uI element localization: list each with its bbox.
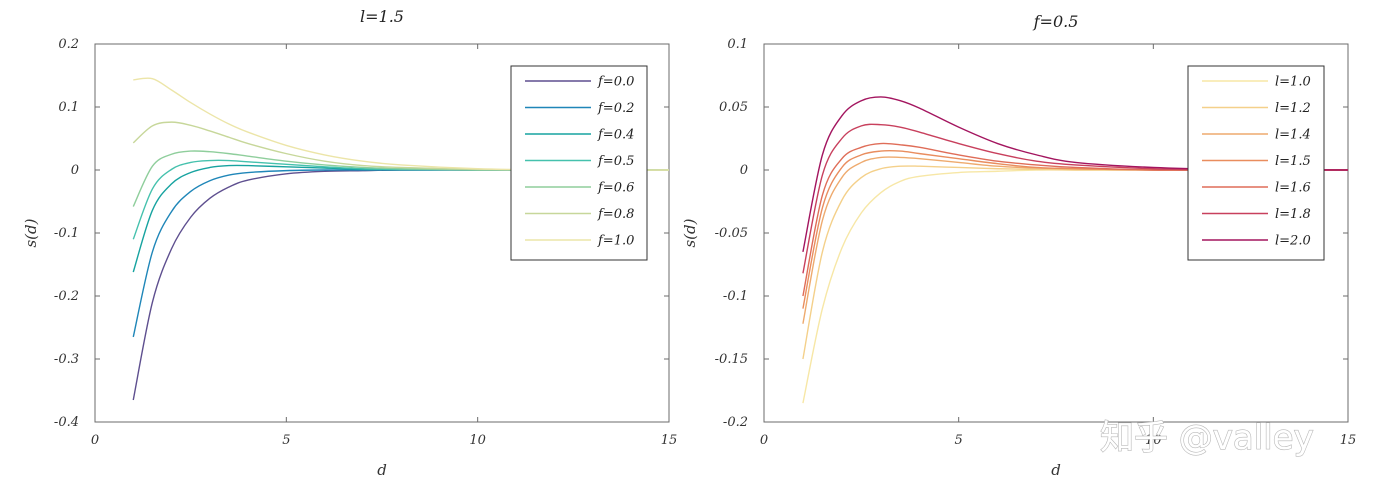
y-tick-label: -0.3 bbox=[54, 352, 79, 367]
x-axis-label: d bbox=[1051, 461, 1061, 479]
y-tick-label: 0.1 bbox=[727, 37, 748, 52]
chart-panel-1: 0 5 10 15 -0.4 -0.3 -0.2 -0.1 0 0.1 0.2 l=1.5 d s(d) f… bbox=[22, 7, 677, 479]
legend-label-7: f=1.0 bbox=[597, 234, 634, 249]
legend-label-1: f=0.0 bbox=[597, 75, 634, 90]
y-tick-label: 0 bbox=[71, 163, 79, 178]
y-tick-label: -0.1 bbox=[723, 289, 748, 304]
legend-label-2: f=0.2 bbox=[597, 101, 634, 116]
legend-label-5: f=0.6 bbox=[597, 181, 634, 196]
x-tick-label: 0 bbox=[760, 433, 768, 448]
chart-panel-2: 0 5 10 15 -0.2 -0.15 -0.1 -0.05 0 0.05 0.1 f=0.5 d s(… bbox=[681, 12, 1356, 479]
y-axis-label: s(d) bbox=[22, 218, 40, 247]
y-tick-label: 0.2 bbox=[58, 37, 79, 52]
legend-label-2: l=1.2 bbox=[1275, 101, 1311, 116]
legend: f=0.0 f=0.2 f=0.4 f=0.5 f=0.6 f=0.8 f=1.0 bbox=[510, 65, 648, 261]
y-axis-label: s(d) bbox=[681, 218, 699, 247]
y-tick-label: -0.05 bbox=[715, 226, 748, 241]
series-line-6 bbox=[802, 123, 1348, 274]
chart-title: f=0.5 bbox=[1033, 12, 1079, 31]
y-tick-label: -0.15 bbox=[715, 352, 748, 367]
legend: l=1.0 l=1.2 l=1.4 l=1.5 l=1.6 l=1.8 l=2.0 bbox=[1187, 65, 1325, 261]
series-lines bbox=[132, 77, 669, 401]
legend-box bbox=[510, 65, 648, 261]
y-tick-label: 0.05 bbox=[719, 100, 748, 115]
legend-label-7: l=2.0 bbox=[1275, 234, 1311, 249]
x-tick-label: 15 bbox=[661, 433, 678, 448]
legend-label-6: f=0.8 bbox=[597, 207, 634, 222]
chart-title: l=1.5 bbox=[360, 7, 404, 26]
legend-label-3: l=1.4 bbox=[1275, 128, 1311, 143]
x-tick-label: 10 bbox=[1145, 433, 1162, 448]
series-line-5 bbox=[802, 142, 1348, 297]
legend-label-1: l=1.0 bbox=[1275, 75, 1311, 90]
legend-box bbox=[1187, 65, 1325, 261]
series-line-7 bbox=[133, 77, 669, 171]
legend-label-4: l=1.5 bbox=[1275, 154, 1311, 169]
watermark-text: 知乎 @valley bbox=[1100, 418, 1314, 458]
y-tick-label: -0.2 bbox=[54, 289, 79, 304]
legend-label-3: f=0.4 bbox=[597, 128, 634, 143]
series-line-7 bbox=[802, 96, 1348, 253]
x-tick-label: 15 bbox=[1340, 433, 1357, 448]
legend-label-6: l=1.8 bbox=[1275, 207, 1311, 222]
y-tick-label: -0.1 bbox=[54, 226, 79, 241]
legend-label-4: f=0.5 bbox=[597, 154, 634, 169]
y-tick-label: 0.1 bbox=[58, 100, 79, 115]
x-tick-label: 0 bbox=[91, 433, 99, 448]
legend-label-5: l=1.6 bbox=[1275, 181, 1311, 196]
y-tick-label: -0.4 bbox=[54, 415, 79, 430]
x-tick-label: 5 bbox=[282, 433, 290, 448]
x-axis-label: d bbox=[377, 461, 387, 479]
y-tick-label: 0 bbox=[740, 163, 748, 178]
x-tick-label: 10 bbox=[469, 433, 486, 448]
series-lines bbox=[802, 96, 1348, 404]
x-tick-label: 5 bbox=[955, 433, 963, 448]
y-tick-label: -0.2 bbox=[723, 415, 748, 430]
